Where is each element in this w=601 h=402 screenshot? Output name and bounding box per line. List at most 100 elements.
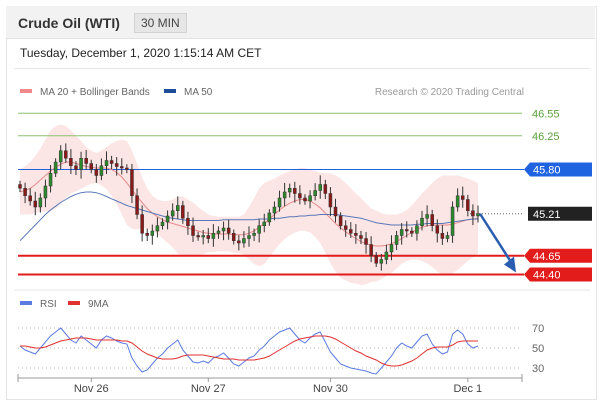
candle	[303, 194, 307, 205]
candle	[394, 230, 399, 251]
candle	[114, 157, 119, 176]
legend-rsi: RSI 9MA	[20, 299, 109, 310]
candle	[425, 205, 429, 227]
x-tick-label-0: Nov 26	[74, 383, 109, 395]
candle	[18, 180, 22, 192]
rsi-line	[19, 327, 479, 375]
candle	[53, 158, 58, 177]
candle	[354, 224, 358, 244]
candle	[89, 159, 93, 174]
candle	[460, 186, 465, 208]
candle	[145, 228, 149, 242]
candle	[308, 190, 312, 209]
candle	[415, 220, 419, 241]
support-tag-5	[524, 267, 592, 282]
timestamp: Tuesday, December 1, 2020 1:15:14 AM CET	[20, 46, 262, 60]
x-axis: Nov 26 Nov 27 Nov 30 Dec 1	[17, 374, 523, 395]
rsi-tick-2: 30	[532, 363, 544, 375]
legend-swatch-0	[20, 89, 32, 93]
last-price-label: 45.21	[533, 209, 561, 221]
rsi-legend-label-1: 9MA	[88, 299, 109, 310]
candle	[262, 213, 267, 233]
candle	[257, 219, 261, 243]
timeframe-badge[interactable]: 30 MIN	[134, 13, 187, 33]
candle	[201, 229, 205, 245]
candle	[104, 151, 109, 174]
bollinger-bands	[20, 124, 478, 285]
rsi-legend-swatch-0	[20, 301, 32, 305]
candle	[84, 150, 88, 170]
candle	[405, 221, 409, 238]
candle	[333, 198, 338, 223]
x-tick-label-3: Dec 1	[453, 383, 482, 395]
candle	[445, 231, 450, 243]
candle	[237, 235, 241, 251]
forecast-arrow-head	[504, 256, 516, 273]
candle	[471, 204, 475, 226]
candle	[277, 190, 282, 212]
candle	[349, 222, 353, 238]
candle	[206, 228, 211, 244]
rsi-tick-0: 70	[532, 323, 544, 335]
candle	[287, 183, 292, 198]
candle	[160, 218, 165, 230]
candle	[150, 224, 155, 245]
candle	[420, 210, 424, 231]
x-tick-label-1: Nov 27	[191, 383, 226, 395]
candle	[79, 151, 83, 179]
legend-label-0: MA 20 + Bollinger Bands	[40, 87, 150, 98]
rsi-legend-swatch-1	[68, 301, 80, 305]
legend-swatch-1	[164, 89, 176, 93]
candle	[293, 181, 297, 203]
candle	[130, 163, 134, 204]
resistance-label-2: 45.80	[533, 165, 561, 177]
credit-text: Research © 2020 Trading Central	[375, 87, 524, 98]
forecast-arrow-shaft	[478, 213, 514, 265]
forecast-arrow	[478, 213, 516, 273]
candle	[359, 230, 363, 245]
resistance-tag-2	[524, 162, 592, 177]
candle	[369, 236, 373, 263]
candle	[191, 217, 195, 242]
candle	[165, 210, 170, 230]
instrument-title: Crude Oil (WTI)	[18, 15, 120, 31]
candle	[399, 223, 404, 245]
last-price-tag	[528, 206, 592, 221]
candle	[267, 209, 272, 226]
candle	[435, 219, 440, 243]
candle	[338, 212, 343, 230]
rsi-ma9-line	[20, 335, 478, 367]
candle	[328, 187, 333, 217]
candle	[140, 205, 144, 242]
target-label-1: 46.25	[532, 131, 560, 143]
candle	[43, 179, 48, 208]
candle	[221, 221, 226, 241]
support-tag-4	[524, 248, 592, 263]
candle	[364, 232, 368, 254]
candle	[298, 185, 302, 205]
candle	[430, 209, 434, 232]
candle	[69, 149, 73, 174]
candle	[242, 231, 246, 248]
widget-header: Crude Oil (WTI) 30 MIN	[6, 6, 595, 39]
candle	[379, 253, 384, 271]
candle	[252, 228, 256, 242]
legend-label-1: MA 50	[184, 87, 213, 98]
candle	[196, 231, 200, 241]
candle	[135, 188, 139, 220]
candle	[48, 165, 53, 193]
support-label-5: 44.40	[533, 270, 561, 282]
x-tick-label-2: Nov 30	[313, 383, 348, 395]
candle	[313, 183, 317, 201]
candles	[18, 143, 480, 271]
legend-main: MA 20 + Bollinger Bands MA 50	[20, 87, 213, 98]
candle	[64, 143, 68, 163]
candle	[176, 196, 180, 219]
candle	[410, 227, 414, 237]
candle	[181, 200, 185, 224]
candle	[389, 235, 394, 261]
rsi-tick-1: 50	[532, 343, 544, 355]
candle	[440, 225, 445, 245]
candle	[155, 217, 160, 238]
candle	[384, 244, 389, 265]
